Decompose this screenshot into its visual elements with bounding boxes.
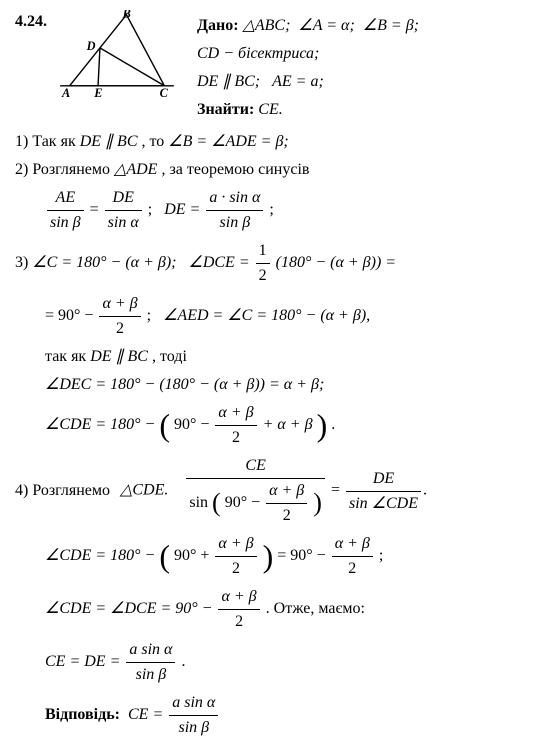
svg-text:D: D: [86, 39, 96, 53]
eq1-l-num: AE: [47, 186, 84, 211]
eq1-r-num: DE: [105, 186, 142, 211]
ratio-r-num: DE: [346, 467, 421, 492]
given-angle-a: ∠A = α;: [298, 17, 354, 34]
then: , тоді: [152, 348, 187, 365]
step4-triangle: △CDE.: [120, 482, 168, 499]
find-value: CE.: [258, 101, 282, 118]
cde-lhs: ∠CDE = 180° −: [45, 416, 155, 433]
svg-text:B: B: [122, 10, 131, 21]
eq90: = 90° −: [45, 307, 93, 324]
answer: Відповідь: CE = a sin α sin β: [45, 691, 543, 740]
ce-num: a sin α: [126, 638, 175, 663]
step3-l2: = 90° − α + β 2 ; ∠AED = ∠C = 180° − (α …: [45, 292, 543, 341]
given-block: Дано: △ABC; ∠A = α; ∠B = β; CD − бісектр…: [197, 10, 419, 126]
svg-text:E: E: [93, 86, 102, 100]
given-angle-b: ∠B = β;: [363, 17, 419, 34]
step1: 1) Так як DE ∥ BC , то ∠B = ∠ADE = β;: [15, 130, 543, 154]
cde4-result: = 90° −: [277, 547, 325, 564]
ab2-den-2: 2: [215, 426, 256, 450]
step3-dce-arg: (180° − (α + β)) =: [276, 254, 396, 271]
step4-prefix: 4) Розглянемо: [15, 479, 110, 503]
step2-suffix: , за теоремою синусів: [161, 161, 309, 178]
step3-cde: ∠CDE = 180° − ( 90° − α + β 2 + α + β ) …: [45, 401, 543, 450]
step2-prefix: 2) Розглянемо: [15, 161, 114, 178]
ab2-den-1: 2: [99, 317, 140, 341]
eq2-num: a · sin α: [206, 186, 263, 211]
step4-cde1: ∠CDE = 180° − ( 90° + α + β 2 ) = 90° − …: [45, 532, 543, 581]
ce-den: sin β: [126, 663, 175, 687]
ab2-den-4: 2: [215, 557, 256, 581]
ratio-l-num: CE: [186, 454, 325, 479]
ab2-den-3: 2: [266, 504, 307, 528]
ab2-den-5: 2: [332, 557, 373, 581]
answer-label: Відповідь:: [45, 706, 120, 723]
given-label: Дано:: [197, 17, 239, 34]
step3-prefix: 3): [15, 254, 32, 271]
half-den: 2: [256, 264, 270, 288]
given-ae: AE = a;: [272, 73, 324, 90]
answer-num: a sin α: [169, 691, 218, 716]
ratio-r-den: sin ∠CDE: [346, 492, 421, 516]
step4-ce: CE = DE = a sin α sin β .: [45, 638, 543, 687]
step3-dce-lhs: ∠DCE =: [188, 254, 249, 271]
cde4-inner1: 90° +: [174, 547, 209, 564]
step1-result: ∠B = ∠ADE = β;: [168, 133, 288, 150]
given-triangle: △ABC;: [243, 17, 291, 34]
problem-number: 4.24.: [15, 10, 47, 34]
step3-aed: ∠AED = ∠C = 180° − (α + β),: [163, 307, 370, 324]
step1-prefix: 1) Так як: [15, 133, 80, 150]
step3-parallel: DE ∥ BC: [90, 348, 148, 365]
given-de-bc: DE ∥ BC;: [197, 73, 260, 90]
ratio-l-inner: 90° −: [225, 494, 260, 511]
given-cd: CD − бісектриса;: [197, 42, 419, 66]
triangle-diagram: A B C D E: [57, 10, 177, 100]
half-num: 1: [256, 239, 270, 264]
therefore: . Отже, маємо:: [266, 600, 365, 617]
ab2-num-4: α + β: [215, 532, 256, 557]
find-label: Знайти:: [197, 101, 254, 118]
step3-l3: так як DE ∥ BC , тоді: [45, 345, 543, 369]
ratio-l-den-pre: sin: [189, 494, 208, 511]
step4-l1: 4) Розглянемо △CDE. CE sin ( 90° − α + β…: [15, 454, 543, 528]
ab2-num-3: α + β: [266, 479, 307, 504]
step3-c-eq: ∠C = 180° − (α + β);: [32, 254, 176, 271]
ab2-num-5: α + β: [332, 532, 373, 557]
answer-lhs: CE =: [128, 706, 163, 723]
ab2-num-1: α + β: [99, 292, 140, 317]
answer-den: sin β: [169, 716, 218, 740]
cde-eq: ∠CDE = ∠DCE = 90° −: [45, 600, 212, 617]
cde-inner2: + α + β: [263, 416, 313, 433]
step4-cde2: ∠CDE = ∠DCE = 90° − α + β 2 . Отже, маєм…: [45, 585, 543, 634]
eq2-den: sin β: [206, 211, 263, 235]
cde4-lhs: ∠CDE = 180° −: [45, 547, 155, 564]
ab2-den-6: 2: [218, 610, 259, 634]
svg-text:A: A: [61, 86, 70, 100]
step3-dec: ∠DEC = 180° − (180° − (α + β)) = α + β;: [45, 373, 543, 397]
ab2-num-6: α + β: [218, 585, 259, 610]
step1-parallel: DE ∥ BC: [80, 133, 138, 150]
cde-inner1: 90° −: [174, 416, 209, 433]
since: так як: [45, 348, 90, 365]
eq1-r-den: sin α: [105, 211, 142, 235]
semi1: ;: [147, 307, 151, 324]
step2-eq: AE sin β = DE sin α ; DE = a · sin α sin…: [45, 186, 543, 235]
eq2-lhs: DE =: [164, 201, 200, 218]
header-row: 4.24. A B C D E Дано: △ABC; ∠A = α; ∠B =…: [15, 10, 543, 126]
svg-text:C: C: [160, 86, 169, 100]
step3-l1: 3) ∠C = 180° − (α + β); ∠DCE = 1 2 (180°…: [15, 239, 543, 288]
dot: .: [331, 416, 335, 433]
eq1-l-den: sin β: [47, 211, 84, 235]
ab2-num-2: α + β: [215, 401, 256, 426]
step2-triangle: △ADE: [114, 161, 157, 178]
ce-lhs: CE = DE =: [45, 653, 120, 670]
step1-mid: , то: [142, 133, 169, 150]
step2-header: 2) Розглянемо △ADE , за теоремою синусів: [15, 158, 543, 182]
